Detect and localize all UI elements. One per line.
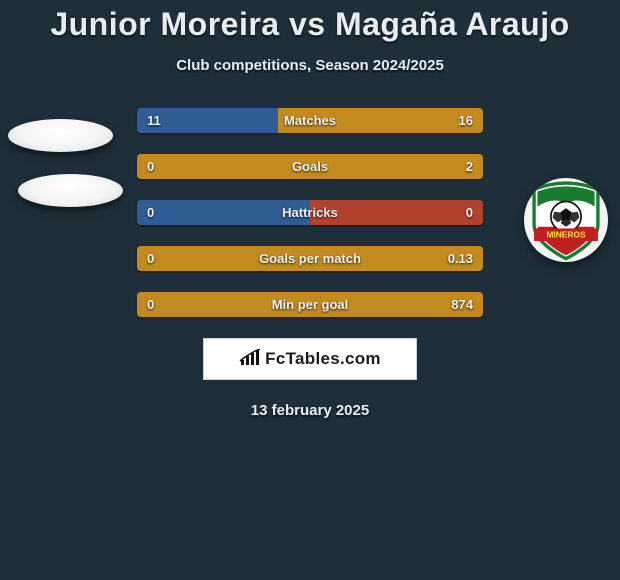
stat-value-left: 0 [147, 200, 154, 225]
page-subtitle: Club competitions, Season 2024/2025 [0, 57, 620, 74]
stat-value-left: 11 [147, 108, 161, 133]
stat-row: Goals0 2 [137, 154, 483, 179]
stat-value-right: 874 [451, 292, 473, 317]
brand-box[interactable]: FcTables.com [203, 338, 417, 380]
stat-value-right: 0.13 [448, 246, 473, 271]
footer-date: 13 february 2025 [0, 402, 620, 419]
stat-value-right: 16 [459, 108, 473, 133]
player-left-badge-1 [8, 119, 113, 152]
stat-row: Matches11 16 [137, 108, 483, 133]
club-crest-right: MINEROS [524, 178, 608, 262]
stat-row: Min per goal0 874 [137, 292, 483, 317]
brand-chart-icon [239, 349, 261, 367]
crest-banner-text: MINEROS [546, 230, 586, 240]
stat-row: Hattricks0 0 [137, 200, 483, 225]
stat-value-left: 0 [147, 246, 154, 271]
stat-label: Goals per match [137, 246, 483, 271]
page-title: Junior Moreira vs Magaña Araujo [0, 0, 620, 43]
stat-label: Goals [137, 154, 483, 179]
stat-row: Goals per match0 0.13 [137, 246, 483, 271]
stat-value-left: 0 [147, 292, 154, 317]
stat-value-right: 2 [466, 154, 473, 179]
stat-label: Matches [137, 108, 483, 133]
comparison-bars: Matches1116Goals02Hattricks00Goals per m… [137, 108, 483, 317]
stat-label: Min per goal [137, 292, 483, 317]
stat-value-left: 0 [147, 154, 154, 179]
player-left-badge-2 [18, 174, 123, 207]
stat-value-right: 0 [466, 200, 473, 225]
club-crest-svg: MINEROS [524, 178, 608, 262]
stat-label: Hattricks [137, 200, 483, 225]
brand-text: FcTables.com [265, 349, 381, 368]
